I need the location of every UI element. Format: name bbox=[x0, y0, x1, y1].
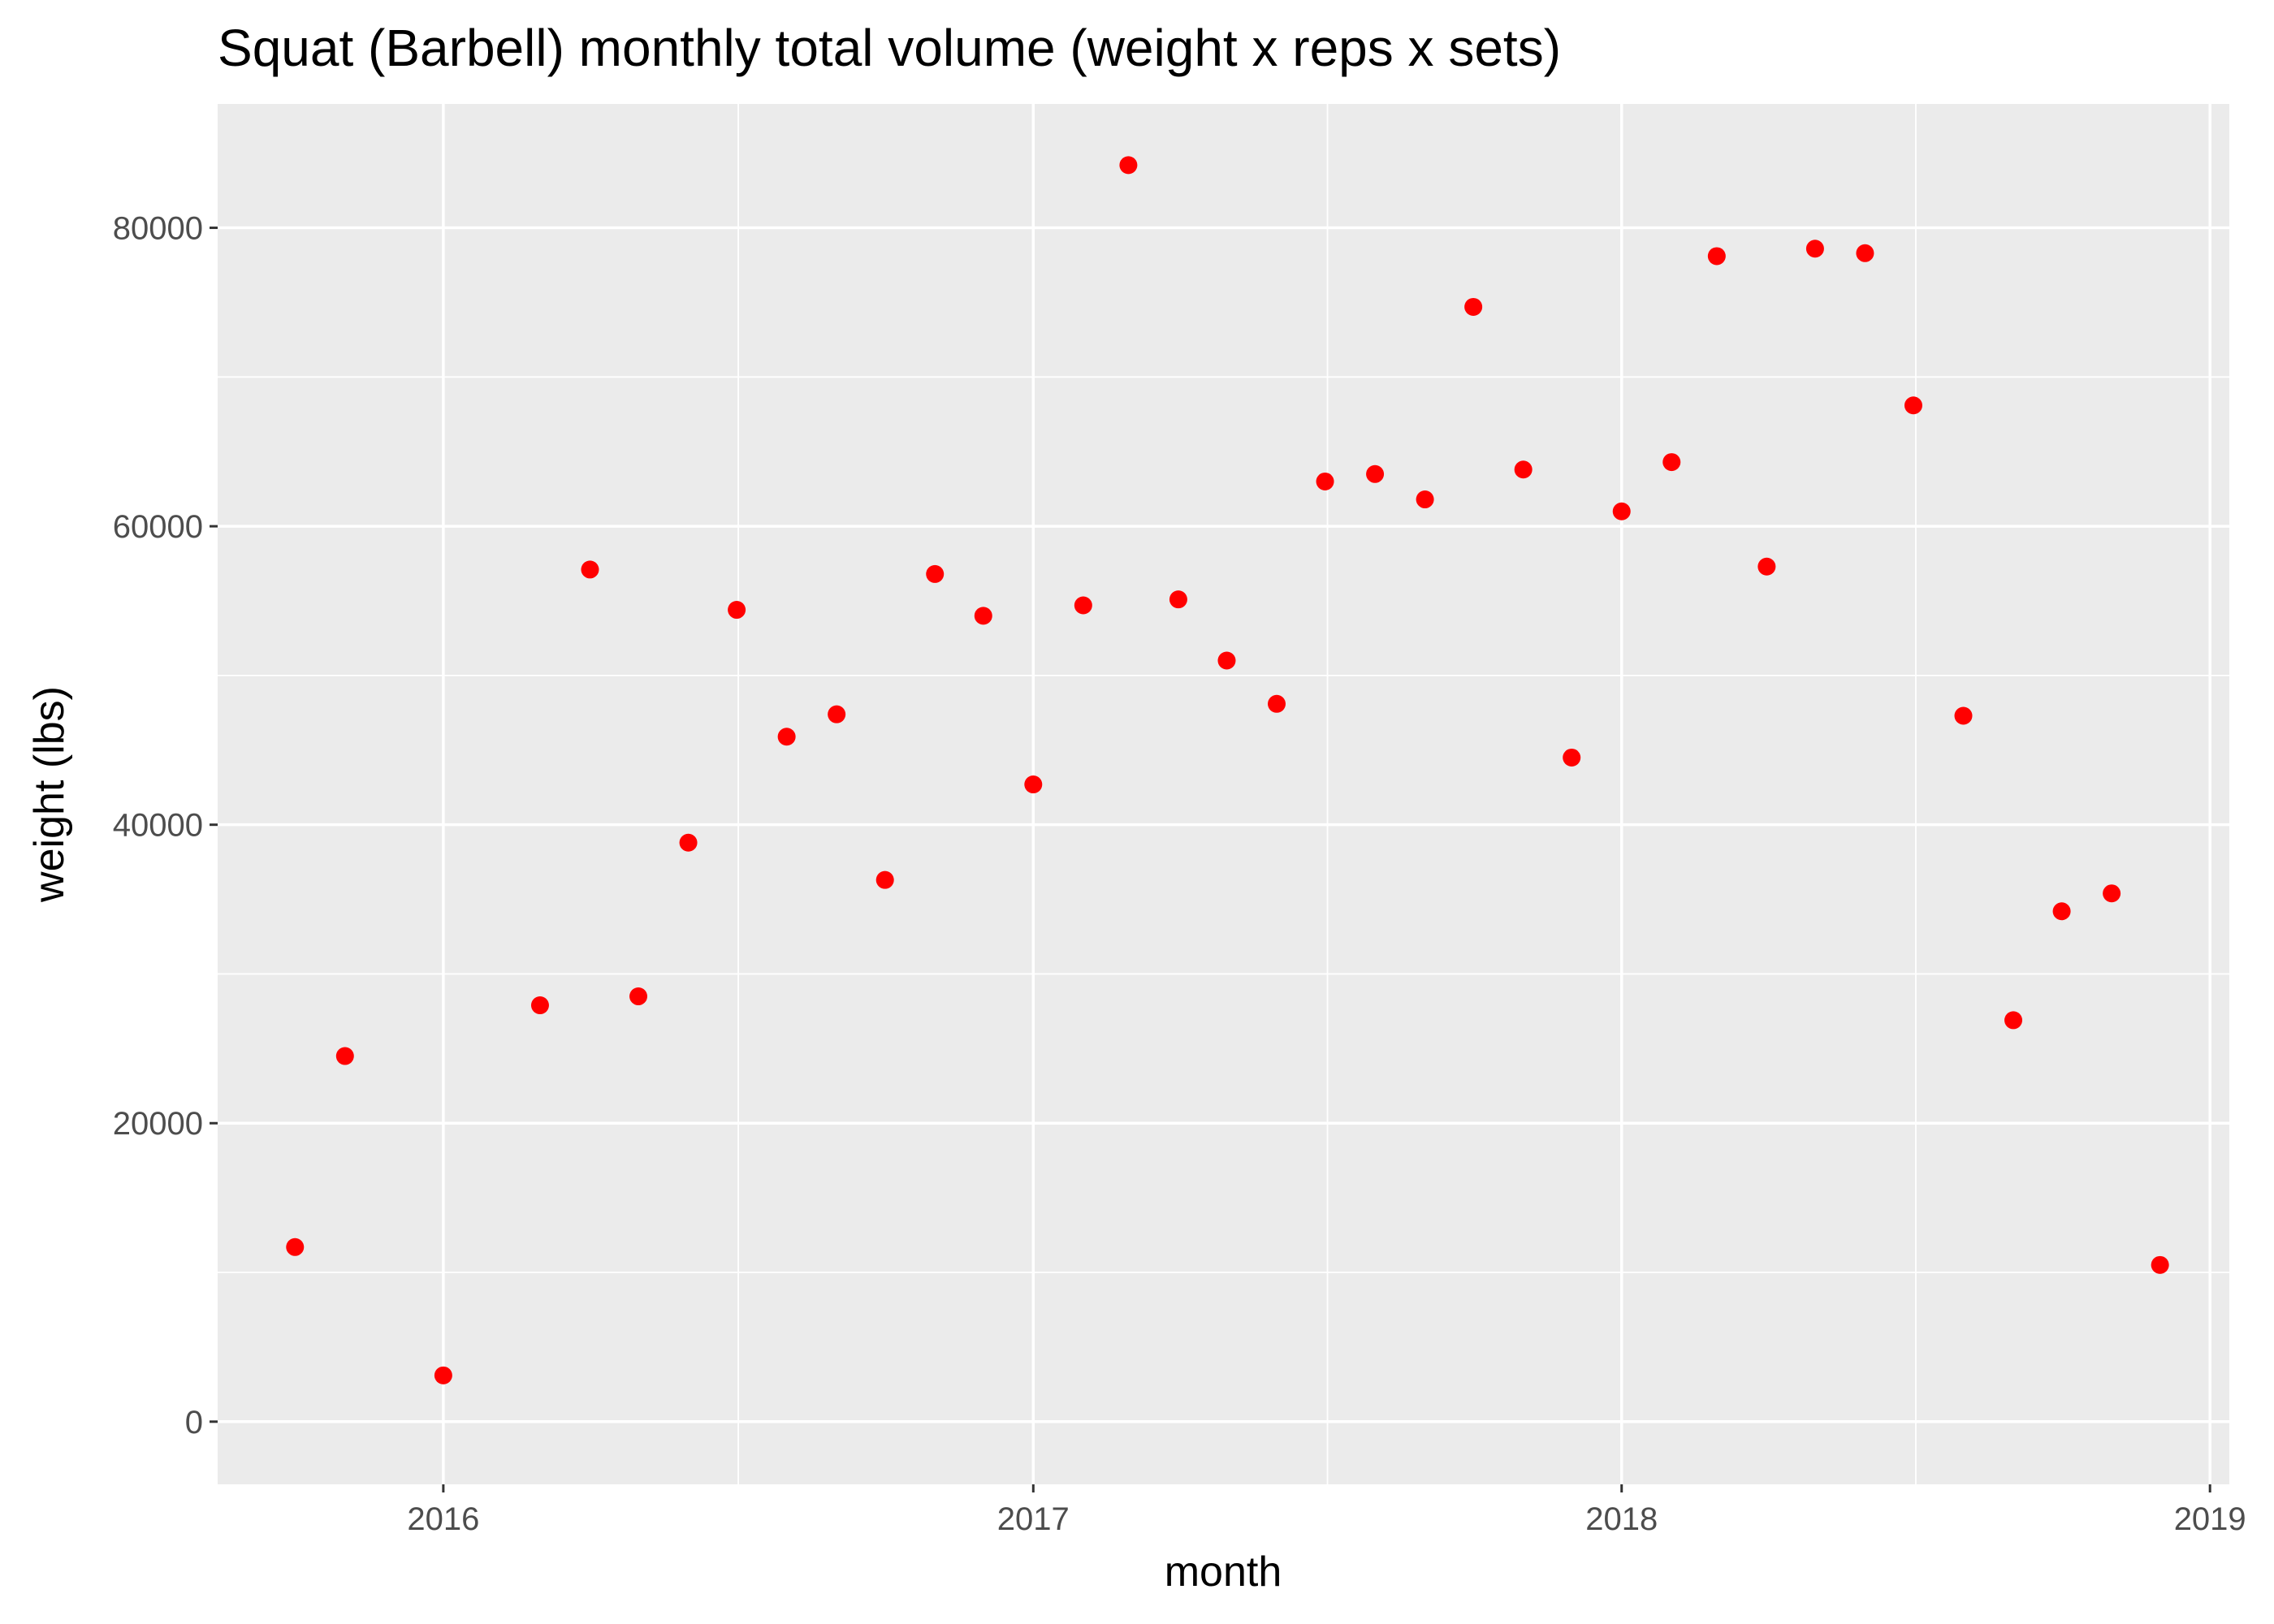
x-axis-title: month bbox=[1165, 1548, 1282, 1596]
data-point bbox=[2103, 884, 2121, 903]
data-point bbox=[1416, 490, 1434, 509]
data-points bbox=[286, 156, 2169, 1384]
y-axis-title: weight (lbs) bbox=[26, 686, 73, 903]
data-point bbox=[2004, 1011, 2023, 1030]
data-point bbox=[286, 1237, 305, 1256]
data-point bbox=[2151, 1255, 2169, 1274]
data-point bbox=[1217, 651, 1236, 670]
data-point bbox=[581, 560, 599, 579]
data-point bbox=[1904, 396, 1922, 415]
data-point bbox=[1612, 502, 1631, 520]
data-point bbox=[1805, 240, 1824, 258]
y-tick-label: 60000 bbox=[113, 509, 203, 545]
data-point bbox=[1074, 596, 1092, 615]
y-tick-label: 0 bbox=[185, 1405, 203, 1440]
data-point bbox=[1856, 244, 1874, 262]
chart-title: Squat (Barbell) monthly total volume (we… bbox=[218, 19, 1561, 77]
data-point bbox=[1757, 557, 1776, 576]
data-point bbox=[1662, 453, 1681, 472]
y-axis: 0 20000 40000 60000 80000 bbox=[113, 211, 218, 1440]
data-point bbox=[875, 870, 894, 889]
y-tick-label: 80000 bbox=[113, 211, 203, 247]
data-point bbox=[1169, 590, 1187, 609]
data-point bbox=[777, 728, 796, 746]
data-point bbox=[1119, 156, 1138, 175]
x-tick-label: 2016 bbox=[407, 1501, 479, 1537]
data-point bbox=[629, 987, 648, 1006]
y-tick-label: 20000 bbox=[113, 1106, 203, 1142]
data-point bbox=[434, 1366, 452, 1384]
y-tick-label: 40000 bbox=[113, 808, 203, 844]
x-tick-label: 2019 bbox=[2174, 1501, 2246, 1537]
data-point bbox=[728, 601, 746, 620]
data-point bbox=[335, 1047, 354, 1065]
x-axis: 2016 2017 2018 2019 bbox=[407, 1484, 2246, 1537]
data-point bbox=[974, 607, 992, 625]
data-point bbox=[926, 564, 945, 583]
data-point bbox=[1464, 297, 1483, 316]
data-point bbox=[1954, 706, 1973, 725]
data-point bbox=[1707, 247, 1726, 266]
data-point bbox=[1366, 464, 1385, 483]
data-point bbox=[1563, 748, 1581, 767]
data-point bbox=[679, 833, 698, 852]
data-point bbox=[1514, 460, 1533, 479]
x-tick-label: 2017 bbox=[997, 1501, 1070, 1537]
x-tick-label: 2018 bbox=[1585, 1501, 1658, 1537]
data-point bbox=[2052, 902, 2071, 921]
major-gridlines bbox=[218, 104, 2229, 1484]
minor-gridlines bbox=[148, 104, 2229, 1484]
data-point bbox=[530, 996, 549, 1015]
data-point bbox=[1024, 775, 1043, 794]
data-point bbox=[1316, 472, 1334, 490]
data-point bbox=[828, 705, 846, 723]
plot-panel bbox=[218, 104, 2229, 1484]
data-point bbox=[1267, 694, 1286, 713]
